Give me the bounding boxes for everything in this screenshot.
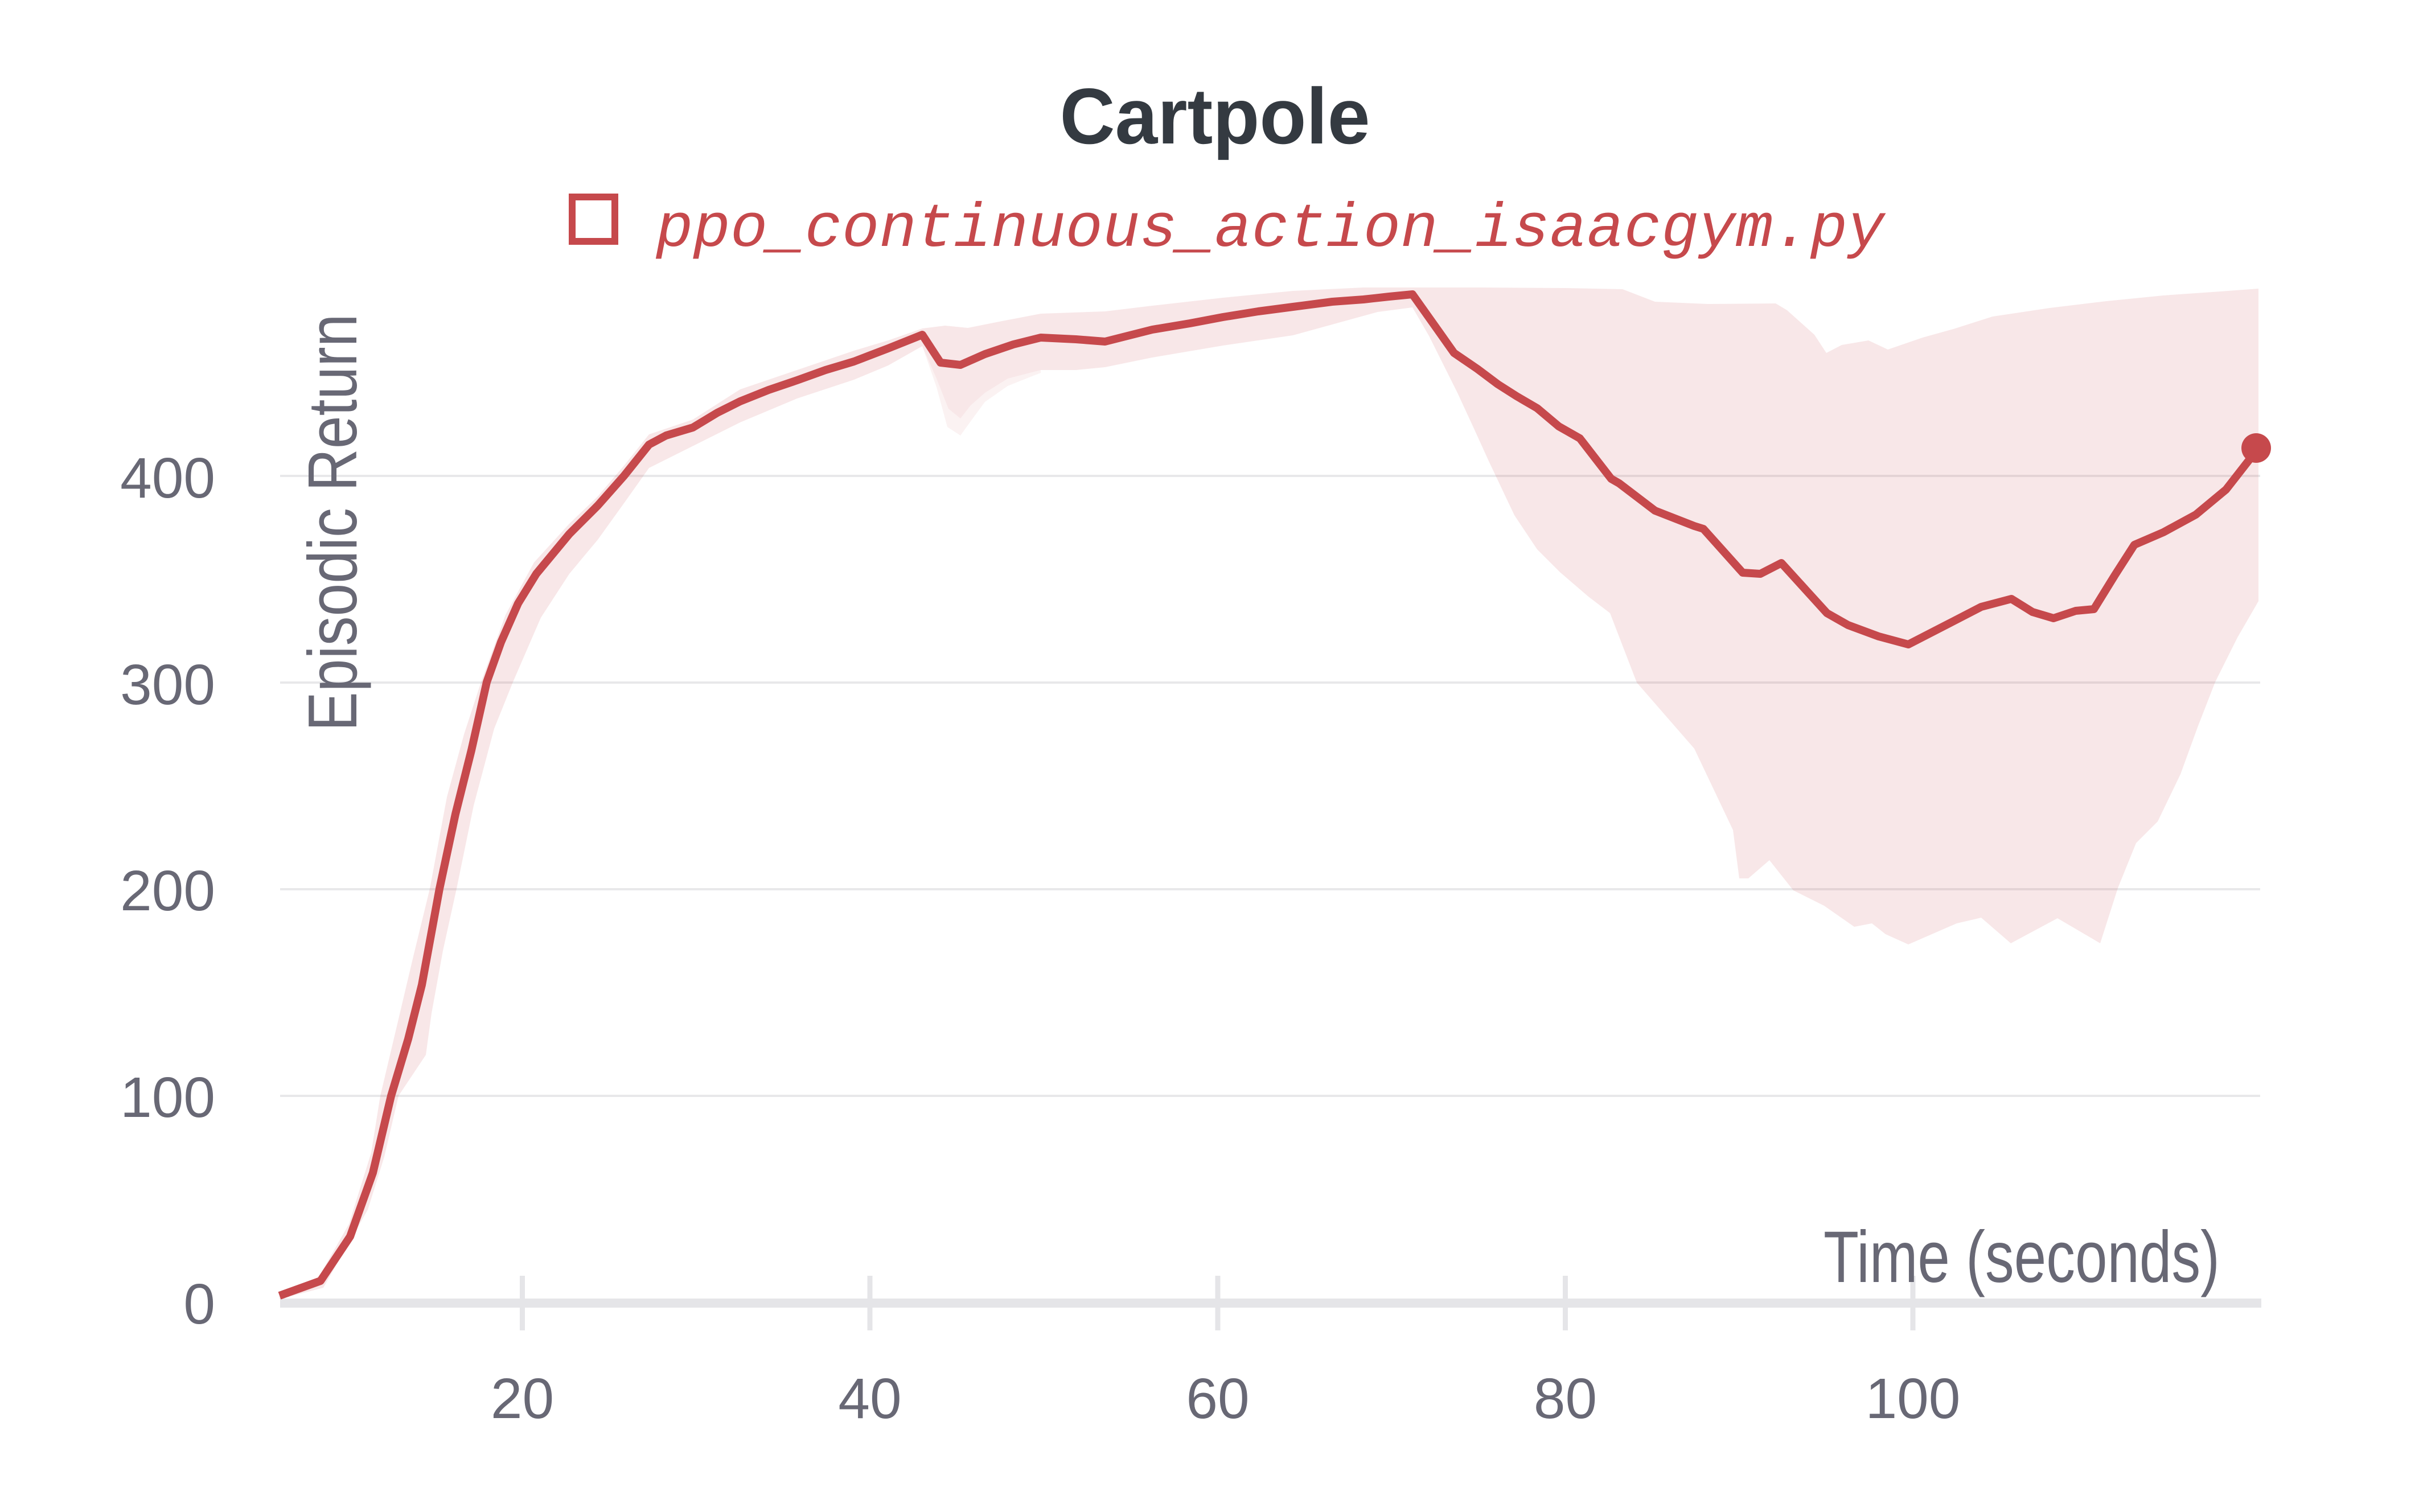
svg-text:300: 300 [120, 653, 215, 717]
svg-text:Episodic Return: Episodic Return [294, 314, 371, 732]
svg-text:40: 40 [838, 1367, 901, 1431]
svg-text:ppo_continuous_action_isaacgym: ppo_continuous_action_isaacgym.py [655, 194, 1886, 265]
svg-text:80: 80 [1534, 1367, 1597, 1431]
svg-text:Cartpole: Cartpole [1060, 72, 1370, 161]
svg-text:Time (seconds): Time (seconds) [1824, 1217, 2220, 1298]
svg-text:0: 0 [183, 1272, 215, 1336]
svg-text:100: 100 [1866, 1367, 1961, 1431]
svg-text:60: 60 [1186, 1367, 1249, 1431]
svg-text:200: 200 [120, 859, 215, 923]
svg-text:100: 100 [120, 1066, 215, 1129]
svg-text:20: 20 [491, 1367, 554, 1431]
svg-text:400: 400 [120, 446, 215, 510]
